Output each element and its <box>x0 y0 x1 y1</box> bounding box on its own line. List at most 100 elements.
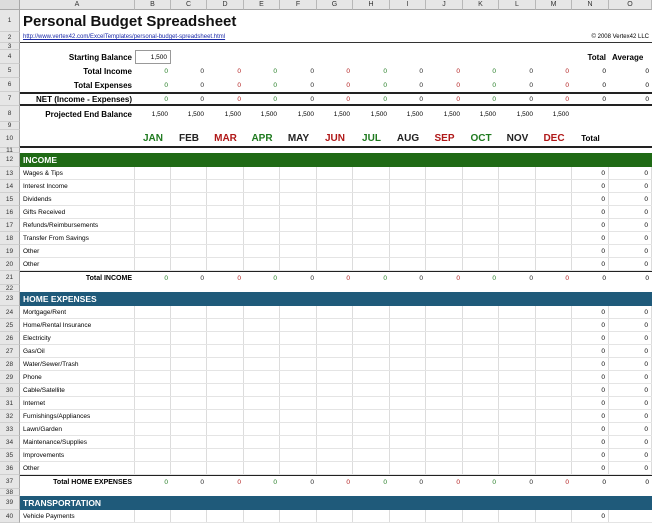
home-expense-amount-cell[interactable] <box>463 449 499 461</box>
row-header[interactable]: 21 <box>0 271 20 285</box>
home-expense-amount-cell[interactable] <box>463 384 499 396</box>
income-amount-cell[interactable] <box>207 219 244 231</box>
income-amount-cell[interactable] <box>171 245 207 257</box>
home-expense-amount-cell[interactable] <box>390 410 426 422</box>
home-expense-amount-cell[interactable] <box>244 319 280 331</box>
income-item-label[interactable]: Refunds/Reimbursements <box>20 219 135 231</box>
income-amount-cell[interactable] <box>353 245 390 257</box>
home-expense-amount-cell[interactable] <box>426 371 463 383</box>
home-expense-amount-cell[interactable] <box>280 449 317 461</box>
income-amount-cell[interactable] <box>499 180 536 192</box>
row-header[interactable]: 31 <box>0 397 20 410</box>
home-expense-amount-cell[interactable] <box>171 306 207 318</box>
home-expense-amount-cell[interactable] <box>390 384 426 396</box>
income-amount-cell[interactable] <box>426 232 463 244</box>
home-expense-amount-cell[interactable] <box>426 397 463 409</box>
home-expense-amount-cell[interactable] <box>244 332 280 344</box>
column-header-J[interactable]: J <box>426 0 463 10</box>
home-expense-amount-cell[interactable] <box>536 436 572 448</box>
row-header[interactable]: 13 <box>0 167 20 180</box>
home-expense-amount-cell[interactable] <box>244 345 280 357</box>
row-header[interactable]: 16 <box>0 206 20 219</box>
home-expense-amount-cell[interactable] <box>317 410 353 422</box>
select-all-corner[interactable] <box>0 0 20 10</box>
home-expense-amount-cell[interactable] <box>353 397 390 409</box>
home-expense-amount-cell[interactable] <box>207 423 244 435</box>
income-amount-cell[interactable] <box>426 219 463 231</box>
transportation-amount-cell[interactable] <box>171 510 207 522</box>
row-header[interactable]: 34 <box>0 436 20 449</box>
home-expense-amount-cell[interactable] <box>463 306 499 318</box>
income-amount-cell[interactable] <box>536 206 572 218</box>
home-expense-amount-cell[interactable] <box>317 358 353 370</box>
home-expense-amount-cell[interactable] <box>390 423 426 435</box>
home-expense-amount-cell[interactable] <box>171 449 207 461</box>
home-expense-amount-cell[interactable] <box>244 410 280 422</box>
home-expense-amount-cell[interactable] <box>244 449 280 461</box>
income-amount-cell[interactable] <box>390 258 426 270</box>
home-expense-amount-cell[interactable] <box>499 319 536 331</box>
income-amount-cell[interactable] <box>244 206 280 218</box>
income-item-label[interactable]: Wages & Tips <box>20 167 135 179</box>
income-amount-cell[interactable] <box>280 167 317 179</box>
home-expense-amount-cell[interactable] <box>317 423 353 435</box>
home-expense-amount-cell[interactable] <box>463 319 499 331</box>
home-expense-amount-cell[interactable] <box>463 332 499 344</box>
home-expense-amount-cell[interactable] <box>463 371 499 383</box>
row-header[interactable]: 40 <box>0 510 20 523</box>
home-expense-amount-cell[interactable] <box>463 462 499 474</box>
home-expense-amount-cell[interactable] <box>353 306 390 318</box>
home-expense-amount-cell[interactable] <box>499 423 536 435</box>
income-amount-cell[interactable] <box>207 167 244 179</box>
row-header[interactable]: 30 <box>0 384 20 397</box>
home-expense-amount-cell[interactable] <box>536 384 572 396</box>
home-expense-amount-cell[interactable] <box>353 332 390 344</box>
income-amount-cell[interactable] <box>244 167 280 179</box>
home-expense-amount-cell[interactable] <box>463 345 499 357</box>
income-amount-cell[interactable] <box>426 180 463 192</box>
income-amount-cell[interactable] <box>536 180 572 192</box>
income-amount-cell[interactable] <box>244 219 280 231</box>
row-header[interactable]: 23 <box>0 292 20 306</box>
income-amount-cell[interactable] <box>171 180 207 192</box>
home-expense-amount-cell[interactable] <box>317 306 353 318</box>
home-expense-amount-cell[interactable] <box>463 397 499 409</box>
home-expense-amount-cell[interactable] <box>280 384 317 396</box>
home-expense-amount-cell[interactable] <box>426 306 463 318</box>
home-expense-amount-cell[interactable] <box>280 397 317 409</box>
transportation-amount-cell[interactable] <box>244 510 280 522</box>
home-expense-amount-cell[interactable] <box>390 436 426 448</box>
income-amount-cell[interactable] <box>463 245 499 257</box>
income-item-label[interactable]: Other <box>20 258 135 270</box>
income-amount-cell[interactable] <box>171 206 207 218</box>
home-expense-amount-cell[interactable] <box>536 423 572 435</box>
income-amount-cell[interactable] <box>463 258 499 270</box>
home-expense-amount-cell[interactable] <box>244 436 280 448</box>
home-expense-amount-cell[interactable] <box>536 345 572 357</box>
home-expense-amount-cell[interactable] <box>499 332 536 344</box>
home-expense-amount-cell[interactable] <box>171 397 207 409</box>
row-header[interactable]: 20 <box>0 258 20 271</box>
income-amount-cell[interactable] <box>171 167 207 179</box>
row-header[interactable]: 1 <box>0 10 20 32</box>
home-expense-amount-cell[interactable] <box>317 345 353 357</box>
home-expense-item-label[interactable]: Lawn/Garden <box>20 423 135 435</box>
row-header[interactable]: 9 <box>0 122 20 130</box>
income-amount-cell[interactable] <box>499 193 536 205</box>
row-header[interactable]: 10 <box>0 130 20 148</box>
column-header-M[interactable]: M <box>536 0 572 10</box>
home-expense-amount-cell[interactable] <box>207 358 244 370</box>
home-expense-amount-cell[interactable] <box>207 462 244 474</box>
transportation-amount-cell[interactable] <box>207 510 244 522</box>
income-item-label[interactable]: Other <box>20 245 135 257</box>
home-expense-amount-cell[interactable] <box>426 319 463 331</box>
home-expense-amount-cell[interactable] <box>317 462 353 474</box>
income-amount-cell[interactable] <box>135 193 171 205</box>
income-amount-cell[interactable] <box>207 193 244 205</box>
income-item-label[interactable]: Interest Income <box>20 180 135 192</box>
home-expense-amount-cell[interactable] <box>317 319 353 331</box>
home-expense-amount-cell[interactable] <box>463 423 499 435</box>
income-amount-cell[interactable] <box>353 180 390 192</box>
column-header-K[interactable]: K <box>463 0 499 10</box>
home-expense-amount-cell[interactable] <box>499 306 536 318</box>
